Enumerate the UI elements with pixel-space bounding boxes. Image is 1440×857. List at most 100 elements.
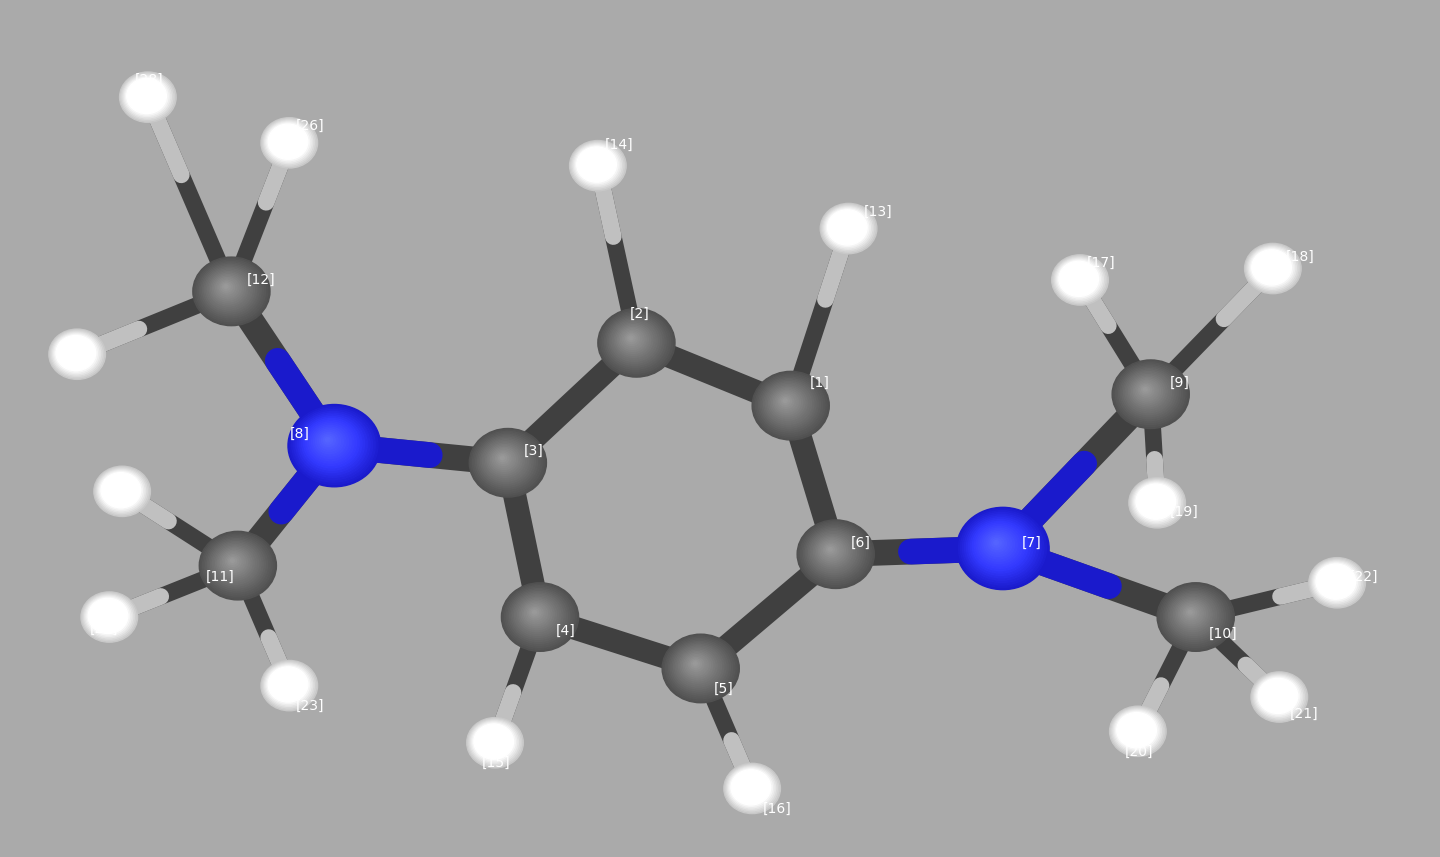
Circle shape (288, 405, 380, 487)
Circle shape (494, 451, 513, 468)
Circle shape (115, 485, 121, 490)
Text: [16]: [16] (762, 802, 791, 816)
Circle shape (1066, 267, 1090, 289)
Circle shape (1058, 261, 1099, 297)
Circle shape (272, 128, 302, 155)
Circle shape (490, 738, 492, 740)
Circle shape (734, 773, 766, 800)
Circle shape (1259, 256, 1282, 276)
Text: [7]: [7] (1022, 536, 1043, 550)
Circle shape (266, 665, 311, 705)
Circle shape (783, 399, 788, 403)
Circle shape (520, 599, 554, 630)
Circle shape (480, 437, 533, 485)
Circle shape (261, 117, 318, 168)
Circle shape (1269, 688, 1283, 700)
Circle shape (516, 596, 559, 633)
Circle shape (1110, 707, 1165, 755)
Circle shape (1122, 369, 1176, 417)
Circle shape (1071, 272, 1083, 282)
Circle shape (1116, 363, 1185, 424)
Circle shape (739, 776, 760, 796)
Circle shape (488, 737, 494, 742)
Circle shape (780, 396, 792, 406)
Circle shape (278, 675, 295, 691)
Circle shape (485, 734, 497, 745)
Circle shape (471, 721, 518, 764)
Circle shape (132, 84, 158, 106)
Circle shape (320, 433, 338, 449)
Circle shape (976, 524, 1022, 566)
Circle shape (582, 151, 611, 177)
Circle shape (763, 381, 814, 426)
Circle shape (101, 472, 141, 508)
Circle shape (109, 480, 130, 498)
Circle shape (1185, 608, 1197, 618)
Circle shape (59, 339, 91, 366)
Circle shape (498, 455, 507, 462)
Circle shape (471, 722, 517, 762)
Circle shape (815, 536, 850, 566)
Circle shape (504, 585, 575, 647)
Circle shape (573, 144, 621, 187)
Circle shape (726, 764, 779, 812)
Circle shape (478, 728, 508, 755)
Circle shape (664, 636, 737, 701)
Circle shape (1248, 247, 1296, 290)
Circle shape (1254, 675, 1303, 718)
Circle shape (1133, 379, 1161, 403)
Circle shape (202, 533, 274, 598)
Circle shape (959, 509, 1047, 587)
Circle shape (216, 546, 255, 580)
Circle shape (1246, 244, 1299, 292)
Circle shape (482, 732, 503, 749)
Circle shape (114, 483, 124, 494)
Circle shape (726, 765, 778, 811)
Circle shape (477, 726, 510, 757)
Circle shape (284, 138, 287, 141)
Circle shape (1253, 673, 1306, 721)
Circle shape (1113, 710, 1161, 752)
Circle shape (740, 778, 757, 794)
Text: [9]: [9] (1169, 375, 1189, 390)
Circle shape (1061, 263, 1096, 294)
Circle shape (1138, 485, 1174, 518)
Circle shape (225, 285, 228, 288)
Circle shape (131, 82, 160, 108)
Circle shape (1250, 249, 1293, 286)
Circle shape (108, 479, 131, 499)
Circle shape (991, 537, 1004, 549)
Circle shape (729, 768, 773, 808)
Circle shape (732, 770, 770, 805)
Circle shape (1322, 569, 1348, 592)
Circle shape (824, 543, 838, 557)
Circle shape (988, 536, 1007, 552)
Circle shape (1135, 381, 1158, 401)
Circle shape (799, 521, 873, 586)
Circle shape (230, 559, 235, 562)
Circle shape (314, 428, 346, 456)
Circle shape (219, 280, 235, 294)
Circle shape (1315, 563, 1358, 601)
Text: [12]: [12] (246, 273, 275, 287)
Circle shape (1328, 575, 1339, 584)
Circle shape (268, 667, 308, 702)
Circle shape (678, 649, 717, 683)
Circle shape (274, 129, 300, 152)
Circle shape (1136, 484, 1175, 519)
Circle shape (668, 640, 730, 695)
Text: [8]: [8] (289, 427, 310, 441)
Circle shape (611, 321, 657, 362)
Circle shape (776, 393, 796, 411)
Circle shape (832, 214, 861, 239)
Circle shape (501, 583, 579, 651)
Circle shape (66, 344, 82, 359)
Circle shape (124, 75, 171, 118)
Circle shape (62, 341, 88, 363)
Circle shape (1129, 723, 1140, 734)
Circle shape (275, 130, 298, 151)
Circle shape (626, 333, 638, 344)
Circle shape (104, 612, 107, 614)
Circle shape (117, 487, 120, 489)
Circle shape (688, 657, 704, 671)
